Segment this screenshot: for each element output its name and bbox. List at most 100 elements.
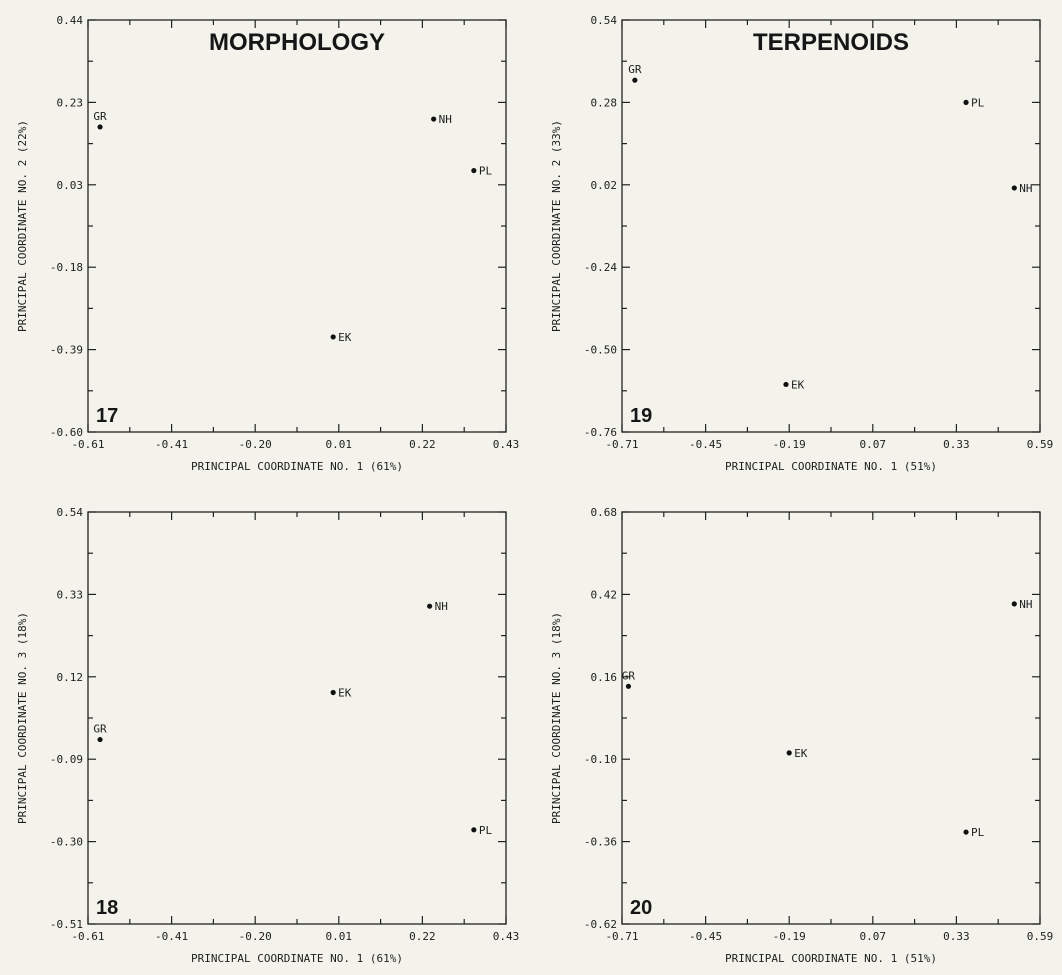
point-label-nh: NH xyxy=(1019,182,1032,195)
point-label-nh: NH xyxy=(435,600,448,613)
chart-panel-19: -0.71 -0.45 -0.19 0.07 0.33 0.59 -0.76 -0.50 -0.… xyxy=(550,14,1053,473)
y-tick-label: 0.28 xyxy=(591,96,618,109)
data-point-gr xyxy=(97,736,103,743)
plot-frame xyxy=(621,511,1041,925)
y-axis-title: PRINCIPAL COORDINATE NO. 3 (18%) xyxy=(16,612,29,824)
x-tick-label: 0.22 xyxy=(409,930,436,943)
x-tick-label: 0.43 xyxy=(493,930,520,943)
y-tick-label: -0.62 xyxy=(584,918,617,931)
x-axis-title: PRINCIPAL COORDINATE NO. 1 (61%) xyxy=(191,460,403,473)
x-tick-label: -0.45 xyxy=(689,930,722,943)
x-tick-label: 0.59 xyxy=(1027,930,1054,943)
point-label-ek: EK xyxy=(338,331,352,344)
y-tick-label: 0.03 xyxy=(57,179,84,192)
data-point-ek xyxy=(783,381,789,388)
x-tick-label: 0.07 xyxy=(860,930,887,943)
y-tick-label: 0.16 xyxy=(591,671,618,684)
data-point-ek xyxy=(786,750,792,756)
x-tick-label: 0.07 xyxy=(860,438,887,451)
data-point-gr xyxy=(632,77,638,83)
point-label-ek: EK xyxy=(791,378,805,391)
x-axis-title: PRINCIPAL COORDINATE NO. 1 (61%) xyxy=(191,952,403,965)
point-label-pl: PL xyxy=(971,826,985,839)
x-tick-label: -0.41 xyxy=(155,438,188,451)
point-label-gr: GR xyxy=(93,723,107,736)
y-tick-label: -0.10 xyxy=(584,753,617,766)
x-tick-label: -0.20 xyxy=(239,930,272,943)
x-axis-title: PRINCIPAL COORDINATE NO. 1 (51%) xyxy=(725,460,937,473)
panel-title: TERPENOIDS xyxy=(753,29,909,56)
data-point-nh xyxy=(427,603,433,609)
y-tick-label: 0.68 xyxy=(591,506,618,519)
data-point-pl xyxy=(963,99,969,105)
y-tick-label: -0.39 xyxy=(50,344,83,357)
y-tick-label: -0.24 xyxy=(584,261,617,274)
point-label-pl: PL xyxy=(971,96,985,109)
y-tick-label: -0.76 xyxy=(584,426,617,439)
x-tick-label: 0.01 xyxy=(326,438,353,451)
y-tick-label: 0.02 xyxy=(591,179,618,192)
y-tick-label: 0.23 xyxy=(57,96,84,109)
x-tick-label: -0.71 xyxy=(605,930,638,943)
data-point-pl xyxy=(471,167,477,174)
x-axis-title: PRINCIPAL COORDINATE NO. 1 (51%) xyxy=(725,952,937,965)
panel-number: 17 xyxy=(96,405,118,427)
y-tick-label: 0.12 xyxy=(57,671,84,684)
x-tick-label: -0.71 xyxy=(605,438,638,451)
x-tick-label: 0.33 xyxy=(943,438,970,451)
data-point-ek xyxy=(330,334,336,340)
y-axis-title: PRINCIPAL COORDINATE NO. 3 (18%) xyxy=(550,612,563,824)
y-tick-label: -0.09 xyxy=(50,753,83,766)
x-tick-label: 0.22 xyxy=(409,438,436,451)
point-label-gr: GR xyxy=(622,669,636,682)
point-label-gr: GR xyxy=(628,63,642,76)
data-point-gr xyxy=(97,124,103,130)
point-label-ek: EK xyxy=(338,686,352,699)
y-tick-label: 0.33 xyxy=(57,588,84,601)
data-point-pl xyxy=(471,827,477,833)
panel-number: 18 xyxy=(96,897,118,919)
y-tick-label: -0.60 xyxy=(50,426,83,439)
panel-title: MORPHOLOGY xyxy=(209,29,385,56)
y-tick-label: -0.18 xyxy=(50,261,83,274)
x-tick-label: -0.45 xyxy=(689,438,722,451)
y-tick-label: -0.30 xyxy=(50,836,83,849)
x-tick-label: 0.33 xyxy=(943,930,970,943)
x-tick-label: -0.19 xyxy=(773,438,806,451)
y-tick-label: 0.54 xyxy=(591,14,618,27)
chart-panel-20: -0.71 -0.45 -0.19 0.07 0.33 0.59 -0.62 -0.36 -0.… xyxy=(550,506,1053,965)
panel-number: 19 xyxy=(630,405,652,427)
data-point-ek xyxy=(330,689,336,696)
point-label-nh: NH xyxy=(1019,598,1032,611)
x-tick-label: -0.20 xyxy=(239,438,272,451)
x-tick-label: 0.01 xyxy=(326,930,353,943)
chart-panel-17: -0.61 -0.41 -0.20 0.01 0.22 0.43 -0.60 -0.39 -0.… xyxy=(16,14,519,473)
y-tick-label: 0.42 xyxy=(591,588,618,601)
data-point-nh xyxy=(1011,601,1017,607)
y-tick-label: 0.54 xyxy=(57,506,84,519)
y-axis-title: PRINCIPAL COORDINATE NO. 2 (33%) xyxy=(550,120,563,332)
x-tick-label: -0.41 xyxy=(155,930,188,943)
y-tick-label: 0.44 xyxy=(57,14,84,27)
x-tick-label: -0.61 xyxy=(71,930,104,943)
x-tick-label: -0.19 xyxy=(773,930,806,943)
plot-frame xyxy=(621,19,1041,433)
point-label-nh: NH xyxy=(439,113,452,126)
data-point-nh xyxy=(431,116,437,122)
x-tick-label: 0.43 xyxy=(493,438,520,451)
point-label-ek: EK xyxy=(794,747,808,760)
data-point-pl xyxy=(963,829,969,835)
plot-frame xyxy=(87,511,507,925)
data-point-nh xyxy=(1011,185,1017,191)
point-label-gr: GR xyxy=(93,110,107,123)
x-tick-label: 0.59 xyxy=(1027,438,1054,451)
plot-frame xyxy=(87,19,507,433)
x-tick-label: -0.61 xyxy=(71,438,104,451)
panel-number: 20 xyxy=(630,897,652,919)
y-axis-title: PRINCIPAL COORDINATE NO. 2 (22%) xyxy=(16,120,29,332)
y-tick-label: -0.36 xyxy=(584,836,617,849)
point-label-pl: PL xyxy=(479,165,493,178)
data-point-gr xyxy=(625,683,632,689)
y-tick-label: -0.50 xyxy=(584,344,617,357)
